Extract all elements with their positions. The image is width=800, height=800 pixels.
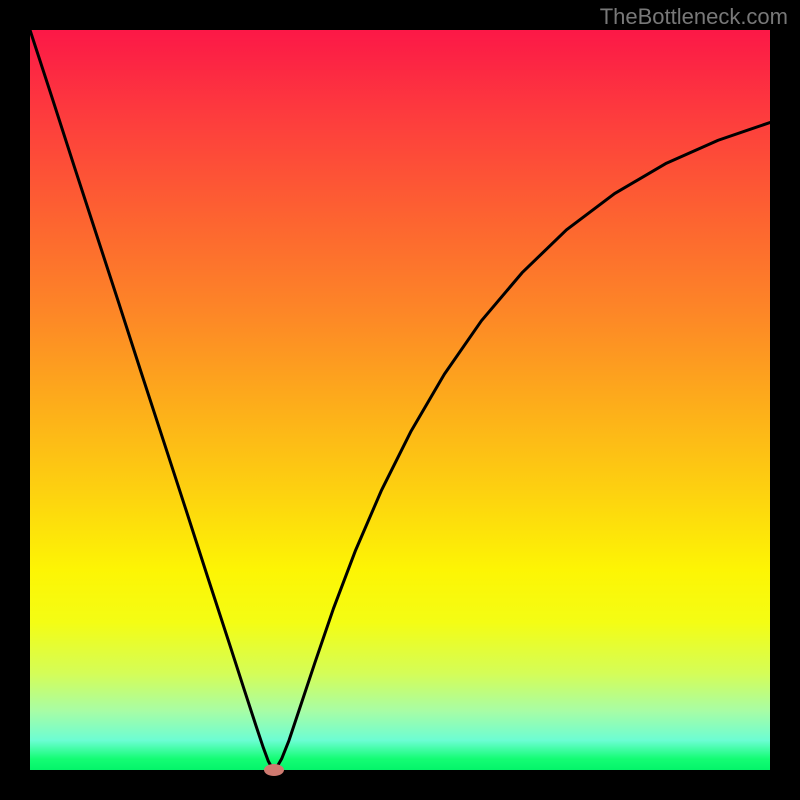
bottleneck-curve [30,30,770,770]
watermark-text: TheBottleneck.com [600,4,788,30]
optimal-point-marker [264,764,284,776]
chart-container [30,30,770,770]
